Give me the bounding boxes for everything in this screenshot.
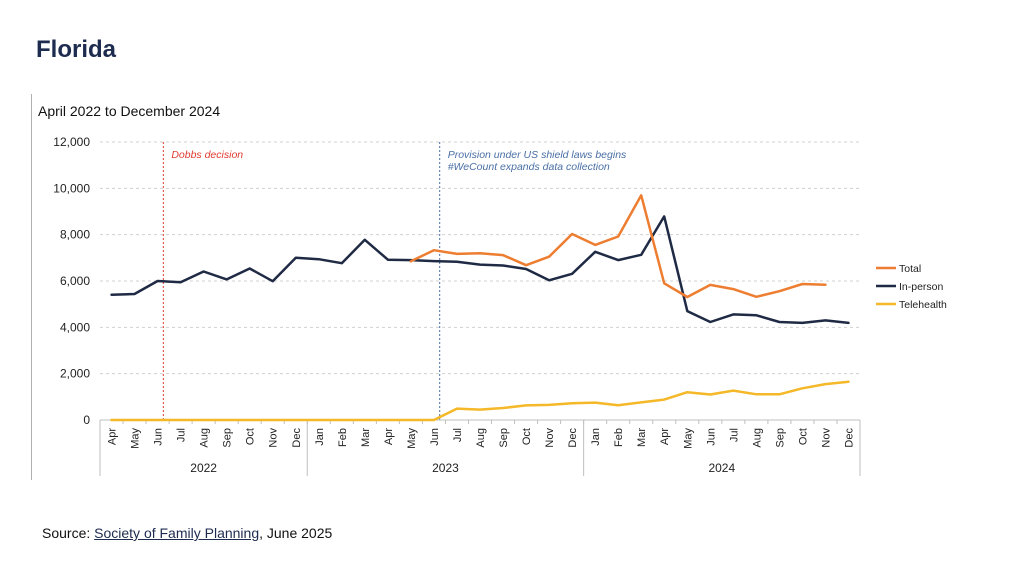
left-divider (31, 94, 32, 480)
year-label: 2022 (190, 461, 217, 475)
legend-label: Telehealth (899, 299, 947, 311)
x-tick-label: Jul (728, 428, 740, 442)
y-tick-label: 8,000 (60, 228, 90, 242)
x-tick-label: Jul (452, 428, 464, 442)
source-suffix: , June 2025 (259, 525, 333, 541)
x-tick-label: Jun (705, 428, 717, 446)
x-tick-label: Sep (498, 428, 510, 448)
x-tick-label: Oct (521, 428, 533, 445)
x-tick-label: Dec (291, 428, 303, 448)
x-tick-label: May (130, 428, 142, 449)
y-tick-label: 12,000 (53, 135, 90, 149)
x-tick-label: Mar (636, 428, 648, 447)
y-tick-label: 2,000 (60, 367, 90, 381)
chart-title: April 2022 to December 2024 (38, 103, 220, 119)
x-tick-label: Aug (751, 428, 763, 448)
legend-label: In-person (899, 281, 944, 293)
series-line-total (409, 194, 827, 299)
x-tick-label: Nov (820, 428, 832, 448)
x-tick-label: Apr (659, 428, 671, 445)
page-title: Florida (36, 36, 117, 63)
y-tick-label: 10,000 (53, 181, 90, 195)
x-tick-label: Dec (843, 428, 855, 448)
year-label: 2024 (708, 461, 735, 475)
x-tick-label: Nov (268, 428, 280, 448)
x-tick-label: Dec (567, 428, 579, 448)
y-tick-label: 0 (83, 413, 90, 427)
x-tick-label: Jan (590, 428, 602, 446)
x-tick-label: Jun (429, 428, 441, 446)
x-tick-label: Nov (544, 428, 556, 448)
x-tick-label: Oct (797, 428, 809, 445)
source-link[interactable]: Society of Family Planning (94, 525, 260, 541)
series-line-in-person (110, 215, 850, 325)
x-tick-label: Jan (314, 428, 326, 446)
legend-label: Total (899, 263, 921, 275)
x-tick-label: Apr (383, 428, 395, 445)
x-tick-label: Feb (613, 428, 625, 447)
x-tick-label: Jul (176, 428, 188, 442)
year-label: 2023 (432, 461, 459, 475)
x-tick-label: Jun (153, 428, 165, 446)
x-tick-label: Sep (774, 428, 786, 448)
annotation-text: Dobbs decision (171, 149, 243, 161)
source-note: Source: Society of Family Planning, June… (42, 525, 332, 541)
line-chart: April 2022 to December 2024 Dobbs decisi… (38, 103, 947, 476)
x-tick-label: Sep (222, 428, 234, 448)
x-tick-label: Aug (475, 428, 487, 448)
annotation-text: #WeCount expands data collection (448, 161, 610, 173)
x-tick-label: Mar (360, 428, 372, 447)
series-line-telehealth (110, 380, 850, 422)
source-prefix: Source: (42, 525, 95, 541)
x-tick-label: Aug (199, 428, 211, 448)
y-tick-label: 4,000 (60, 320, 90, 334)
x-tick-label: Apr (107, 428, 119, 445)
x-tick-label: May (682, 428, 694, 449)
x-tick-label: May (406, 428, 418, 449)
x-tick-label: Oct (245, 428, 257, 445)
annotation-text: Provision under US shield laws begins (448, 149, 627, 161)
y-tick-label: 6,000 (60, 274, 90, 288)
x-tick-label: Feb (337, 428, 349, 447)
